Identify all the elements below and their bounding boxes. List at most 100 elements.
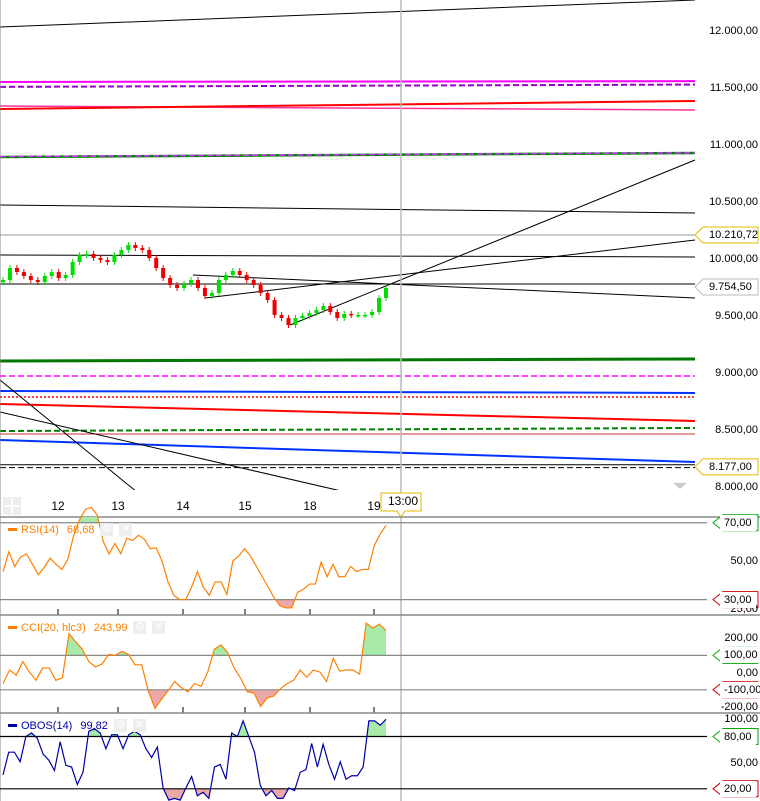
level-fill bbox=[78, 517, 99, 523]
candle bbox=[105, 260, 110, 262]
level-fill bbox=[3, 599, 386, 608]
candle bbox=[35, 279, 40, 283]
candle bbox=[126, 244, 131, 250]
candle bbox=[49, 271, 54, 276]
candle bbox=[230, 270, 235, 275]
indicator-value: 243,99 bbox=[93, 621, 128, 634]
time-tick: 13 bbox=[111, 499, 125, 513]
settings-icon[interactable]: ⚙ bbox=[100, 523, 114, 536]
candle bbox=[300, 316, 305, 319]
close-icon[interactable]: ✕ bbox=[132, 719, 146, 732]
candle bbox=[307, 313, 312, 316]
level-flag-label: 100,00 bbox=[720, 647, 760, 664]
candle bbox=[189, 279, 194, 284]
drawing-line[interactable] bbox=[0, 403, 696, 422]
indicator-tick: 50,00 bbox=[730, 756, 758, 769]
candle bbox=[14, 268, 19, 272]
indicator-tick: 50,00 bbox=[730, 555, 758, 568]
drawing-line[interactable] bbox=[0, 204, 696, 214]
candle bbox=[335, 312, 340, 319]
candle bbox=[119, 249, 124, 256]
drawing-line[interactable] bbox=[0, 439, 696, 464]
price-flag bbox=[694, 226, 759, 244]
candle bbox=[202, 287, 207, 297]
candle bbox=[265, 292, 270, 301]
candle bbox=[77, 255, 82, 262]
candle bbox=[42, 275, 47, 283]
settings-icon[interactable]: ⚙ bbox=[113, 719, 127, 732]
drawing-line[interactable] bbox=[0, 357, 696, 363]
candle bbox=[21, 271, 26, 276]
indicator-tick: 100,00 bbox=[724, 713, 758, 726]
drawing-line[interactable] bbox=[0, 99, 696, 110]
candle bbox=[63, 274, 68, 279]
drawing-line[interactable] bbox=[0, 426, 696, 433]
candle bbox=[154, 257, 159, 269]
indicator-line bbox=[2, 506, 387, 609]
drawing-line[interactable] bbox=[0, 80, 696, 83]
candle bbox=[209, 292, 214, 297]
candle bbox=[286, 318, 291, 326]
price-tick: 11.500,00 bbox=[709, 82, 758, 94]
close-icon[interactable]: ✕ bbox=[152, 621, 166, 634]
level-flag-label: 20,00 bbox=[720, 780, 756, 797]
trendline[interactable] bbox=[0, 411, 381, 501]
time-tick: 18 bbox=[303, 499, 317, 513]
time-cursor-label: 13:00 bbox=[388, 494, 419, 508]
indicator-name: OBOS(14) bbox=[21, 719, 73, 732]
price-tick: 9.000,00 bbox=[715, 367, 758, 379]
drawing-line[interactable] bbox=[0, 390, 696, 394]
price-flag-label: 10.210,72 bbox=[709, 228, 758, 241]
price-tick: 8.500,00 bbox=[715, 424, 758, 436]
candle bbox=[56, 271, 61, 279]
trendline[interactable] bbox=[204, 239, 696, 299]
candle bbox=[370, 312, 375, 315]
indicator-value: 99,82 bbox=[80, 719, 108, 732]
settings-icon[interactable]: ⚙ bbox=[133, 621, 147, 634]
candle bbox=[363, 314, 368, 317]
level-fill bbox=[3, 689, 386, 709]
candle bbox=[28, 275, 33, 280]
candle bbox=[133, 244, 138, 249]
level-flag-label: 70,00 bbox=[720, 514, 756, 531]
candle bbox=[168, 278, 173, 285]
drawing-line[interactable] bbox=[0, 254, 696, 258]
indicator-title[interactable]: CCI(20, hlc3) 243,99 ⚙ ✕ bbox=[8, 621, 166, 634]
trendline[interactable] bbox=[289, 159, 696, 326]
indicator-value: 68,68 bbox=[66, 523, 95, 536]
price-flag-label: 8.177,00 bbox=[709, 460, 752, 473]
series-color-icon bbox=[8, 724, 17, 727]
time-tick: 15 bbox=[238, 499, 252, 513]
candle bbox=[314, 309, 319, 314]
indicator-title[interactable]: RSI(14) 68,68 ⚙ ✕ bbox=[8, 523, 133, 536]
drawing-line[interactable] bbox=[0, 152, 696, 158]
trendline[interactable] bbox=[192, 274, 696, 299]
candle bbox=[7, 268, 12, 280]
candle bbox=[251, 279, 256, 285]
candle bbox=[244, 274, 249, 280]
price-tick: 11.000,00 bbox=[709, 139, 758, 151]
drawing-line[interactable] bbox=[0, 83, 696, 88]
indicator-tick: 200,00 bbox=[724, 632, 758, 645]
price-tick: 8.000,00 bbox=[715, 481, 758, 493]
candle bbox=[356, 314, 361, 317]
level-flag-label: 80,00 bbox=[720, 728, 756, 745]
close-icon[interactable]: ✕ bbox=[119, 523, 133, 536]
candle bbox=[84, 253, 89, 256]
scroll-down-icon[interactable] bbox=[673, 483, 687, 489]
candle bbox=[91, 253, 96, 258]
candle bbox=[1, 279, 5, 283]
price-flag bbox=[694, 278, 759, 296]
series-color-icon bbox=[8, 626, 17, 629]
candle bbox=[147, 249, 152, 258]
candle bbox=[237, 270, 242, 275]
candle bbox=[258, 284, 263, 293]
indicator-name: RSI(14) bbox=[21, 523, 59, 536]
candle bbox=[223, 274, 228, 280]
candle bbox=[112, 255, 117, 262]
level-flag-label: 30,00 bbox=[720, 591, 756, 608]
indicator-title[interactable]: OBOS(14) 99,82 ⚙ ✕ bbox=[8, 719, 146, 732]
price-flag bbox=[694, 458, 759, 476]
drawing-line[interactable] bbox=[0, 0, 696, 28]
